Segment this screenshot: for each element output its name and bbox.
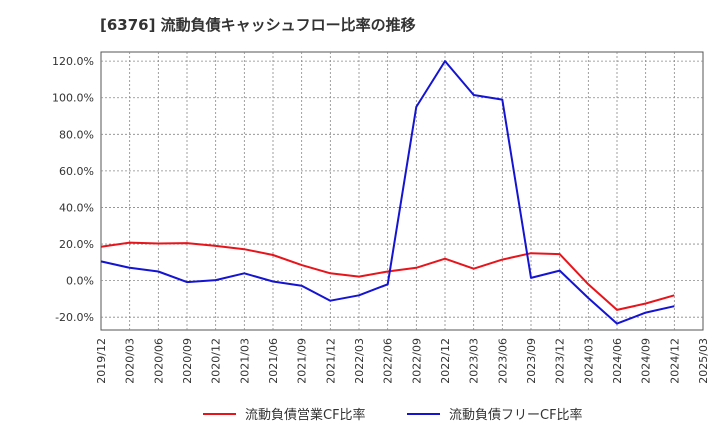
- x-tick-label: 2022/06: [382, 338, 395, 384]
- plot-frame: [100, 51, 704, 331]
- x-tick-label: 2022/03: [353, 338, 366, 384]
- x-tick-label: 2020/09: [181, 338, 194, 384]
- y-tick-label: 100.0%: [52, 92, 94, 105]
- x-tick-label: 2020/03: [124, 338, 137, 384]
- series-line-2: [100, 60, 675, 325]
- y-tick-label: 0.0%: [66, 275, 94, 288]
- x-tick-label: 2019/12: [95, 338, 108, 384]
- x-tick-label: 2021/12: [324, 338, 337, 384]
- x-tick-label: 2021/03: [238, 338, 251, 384]
- x-tick-label: 2024/09: [640, 338, 653, 384]
- y-tick-label: 120.0%: [52, 55, 94, 68]
- x-tick-label: 2020/06: [152, 338, 165, 384]
- x-tick-label: 2020/12: [210, 338, 223, 384]
- x-tick-label: 2024/06: [611, 338, 624, 384]
- y-tick-label: 40.0%: [59, 201, 94, 214]
- x-tick-label: 2025/03: [697, 338, 710, 384]
- x-tick-label: 2021/06: [267, 338, 280, 384]
- y-tick-label: 60.0%: [59, 165, 94, 178]
- x-tick-label: 2023/09: [525, 338, 538, 384]
- x-tick-label: 2023/06: [496, 338, 509, 384]
- y-tick-label: 20.0%: [59, 238, 94, 251]
- chart-title: [6376] 流動負債キャッシュフロー比率の推移: [100, 16, 416, 34]
- x-tick-label: 2023/12: [554, 338, 567, 384]
- x-tick-label: 2022/12: [439, 338, 452, 384]
- legend-label-1: 流動負債営業CF比率: [245, 407, 366, 423]
- y-tick-label: -20.0%: [55, 311, 94, 324]
- x-tick-label: 2024/03: [582, 338, 595, 384]
- x-tick-label: 2024/12: [668, 338, 681, 384]
- x-tick-label: 2023/03: [468, 338, 481, 384]
- legend-label-2: 流動負債フリーCF比率: [449, 407, 583, 423]
- x-tick-label: 2022/09: [410, 338, 423, 384]
- series-line-1: [100, 241, 675, 311]
- y-tick-label: 80.0%: [59, 128, 94, 141]
- x-tick-label: 2021/09: [296, 338, 309, 384]
